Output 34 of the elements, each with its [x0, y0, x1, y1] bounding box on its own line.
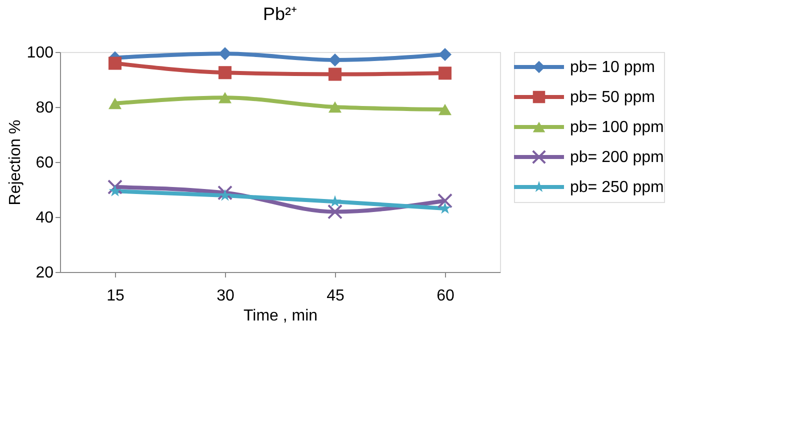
point: [328, 101, 342, 113]
legend-label: pb= 50 ppm: [570, 89, 655, 106]
point: [327, 204, 343, 220]
point: [108, 56, 122, 70]
x-tick-label: 45: [326, 288, 344, 304]
point: [328, 68, 342, 81]
legend-label: pb= 250 ppm: [570, 179, 664, 196]
x-tick-label: 15: [106, 288, 124, 304]
point: [218, 66, 232, 80]
point: [438, 48, 452, 61]
point: [107, 180, 123, 195]
y-axis-title: Rejection %: [6, 120, 24, 206]
point: [218, 47, 232, 60]
point: [108, 184, 122, 196]
y-tick-label: 20: [36, 264, 54, 282]
y-tick-label: 80: [36, 100, 54, 116]
y-tick-label: 60: [36, 154, 54, 172]
point: [438, 66, 452, 80]
point: [218, 92, 232, 104]
x-axis-title: Time , min: [243, 308, 318, 324]
y-tick-label: 100: [26, 44, 54, 62]
point: [438, 104, 452, 116]
point: [438, 202, 452, 214]
point: [328, 53, 342, 66]
chart-title: Pb²⁺: [262, 4, 298, 24]
point: [108, 98, 122, 110]
legend-label: pb= 100 ppm: [570, 119, 664, 136]
point: [217, 185, 233, 200]
y-tick-label: 40: [36, 210, 54, 226]
x-tick-label: 60: [436, 288, 454, 304]
legend-label: pb= 10 ppm: [570, 59, 655, 76]
legend-label: pb= 200 ppm: [570, 149, 664, 166]
point: [437, 193, 453, 208]
x-tick-label: 30: [216, 288, 234, 304]
